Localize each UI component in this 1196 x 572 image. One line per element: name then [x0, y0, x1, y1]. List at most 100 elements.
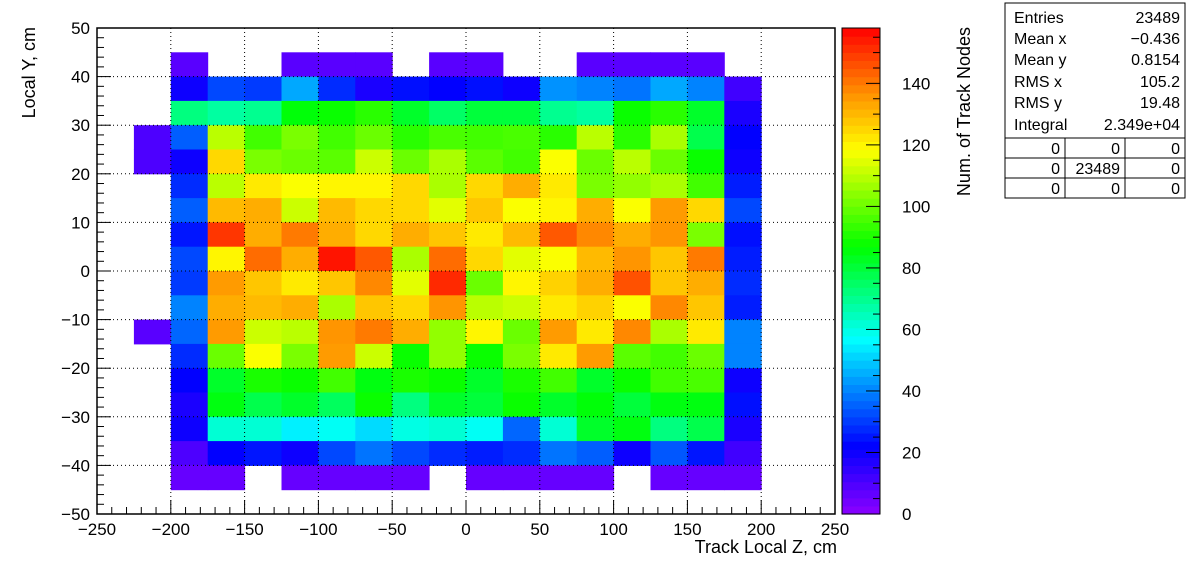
heatmap-cell	[281, 416, 319, 442]
stats-value: 23489	[1136, 10, 1181, 27]
heatmap-cell	[466, 173, 504, 199]
stats-value: 105.2	[1140, 74, 1180, 91]
heatmap-cell	[576, 271, 615, 296]
color-scale-step	[842, 368, 880, 377]
heatmap-cell	[207, 343, 246, 369]
color-scale-step	[842, 360, 880, 369]
heatmap-cell	[466, 125, 504, 150]
x-tick-label: −200	[152, 520, 190, 539]
heatmap-cell	[466, 76, 504, 102]
color-scale-step	[842, 311, 880, 321]
stats-value: 19.48	[1140, 95, 1180, 112]
color-scale-step	[842, 384, 880, 394]
heatmap-cell	[466, 100, 504, 126]
heatmap-cell	[392, 125, 430, 150]
heatmap-cell	[687, 76, 725, 102]
heatmap-cell	[613, 392, 651, 418]
heatmap-cell	[650, 52, 688, 78]
heatmap-cell	[170, 76, 209, 102]
heatmap-cell	[613, 52, 651, 78]
heatmap-cell	[281, 198, 319, 223]
y-tick-label: 10	[71, 213, 90, 232]
heatmap-cell	[576, 246, 615, 272]
heatmap-cell	[170, 416, 209, 442]
heatmap-cell	[502, 149, 541, 175]
color-scale-step	[842, 287, 880, 296]
heatmap-cell	[650, 246, 688, 272]
heatmap-cell	[281, 295, 319, 321]
heatmap-cell	[724, 149, 762, 175]
y-axis-label: Local Y, cm	[19, 27, 39, 118]
heatmap-cell	[318, 416, 356, 442]
heatmap-cell	[576, 149, 615, 175]
x-tick-label: −250	[78, 520, 116, 539]
stats-box: Entries 23489 Mean x −0.436 Mean y 0.815…	[1004, 2, 1186, 199]
y-tick-label: −40	[61, 456, 90, 475]
y-tick-label: 0	[81, 262, 90, 281]
y-axis: 50 40 30 20 10 0 −10 −20 −30 −40 −50	[61, 19, 111, 524]
heatmap-cell	[392, 465, 430, 491]
heatmap-cell	[539, 295, 578, 321]
color-scale-step	[842, 60, 880, 70]
heatmap-cell	[613, 441, 651, 466]
heatmap-cell	[392, 416, 430, 442]
heatmap-cell	[539, 76, 578, 102]
color-scale-step	[842, 424, 880, 434]
heatmap-cell	[281, 465, 319, 491]
heatmap-cell	[133, 319, 172, 345]
heatmap-cell	[355, 319, 393, 345]
heatmap-cell	[244, 271, 282, 296]
heatmap-cell	[502, 100, 541, 126]
heatmap-cell	[429, 100, 467, 126]
heatmap-cell	[355, 100, 393, 126]
z-tick-label: 100	[902, 197, 930, 216]
color-scale-step	[842, 76, 880, 86]
heatmap-cell	[429, 392, 467, 418]
heatmap-cell	[281, 76, 319, 102]
color-scale-step	[842, 68, 880, 78]
heatmap-cell	[687, 149, 725, 175]
heatmap-cell	[207, 441, 246, 466]
stats-label: RMS y	[1014, 95, 1062, 112]
color-scale-step	[842, 465, 880, 475]
stats-label: Mean x	[1014, 31, 1066, 48]
heatmap-cell	[244, 173, 282, 199]
heatmap-cell	[650, 295, 688, 321]
heatmap-cell	[170, 368, 209, 393]
heatmap-cell	[502, 271, 541, 296]
heatmap-cell	[687, 465, 725, 491]
heatmap-cell	[207, 198, 246, 223]
color-scale-step	[842, 222, 880, 232]
heatmap-cell	[502, 173, 541, 199]
stats-grid-cell: 0	[1051, 161, 1060, 178]
z-tick-label: 60	[902, 320, 921, 339]
color-scale-step	[842, 376, 880, 385]
color-scale-step	[842, 84, 880, 94]
color-scale-step	[842, 246, 880, 256]
heatmap-cell	[355, 198, 393, 223]
heatmap-cell	[281, 52, 319, 78]
heatmap-cell	[576, 441, 615, 466]
heatmap-cell	[539, 319, 578, 345]
color-scale-step	[842, 400, 880, 410]
color-scale-step	[842, 497, 880, 507]
heatmap-cell	[318, 295, 356, 321]
heatmap-cell	[576, 76, 615, 102]
heatmap-cell	[502, 343, 541, 369]
heatmap-cell	[429, 416, 467, 442]
heatmap-cell	[170, 295, 209, 321]
heatmap-cell	[576, 416, 615, 442]
y-tick-label: 40	[71, 68, 90, 87]
color-scale-step	[842, 392, 880, 402]
color-scale-step	[842, 327, 880, 337]
color-scale-step	[842, 303, 880, 313]
heatmap-cell	[687, 368, 725, 393]
heatmap-cell	[355, 465, 393, 491]
heatmap-cell	[355, 271, 393, 296]
heatmap-cell	[207, 76, 246, 102]
heatmap-cell	[650, 271, 688, 296]
color-scale-step	[842, 489, 880, 499]
heatmap-cell	[724, 100, 762, 126]
heatmap-cell	[576, 319, 615, 345]
heatmap-cell	[576, 173, 615, 199]
